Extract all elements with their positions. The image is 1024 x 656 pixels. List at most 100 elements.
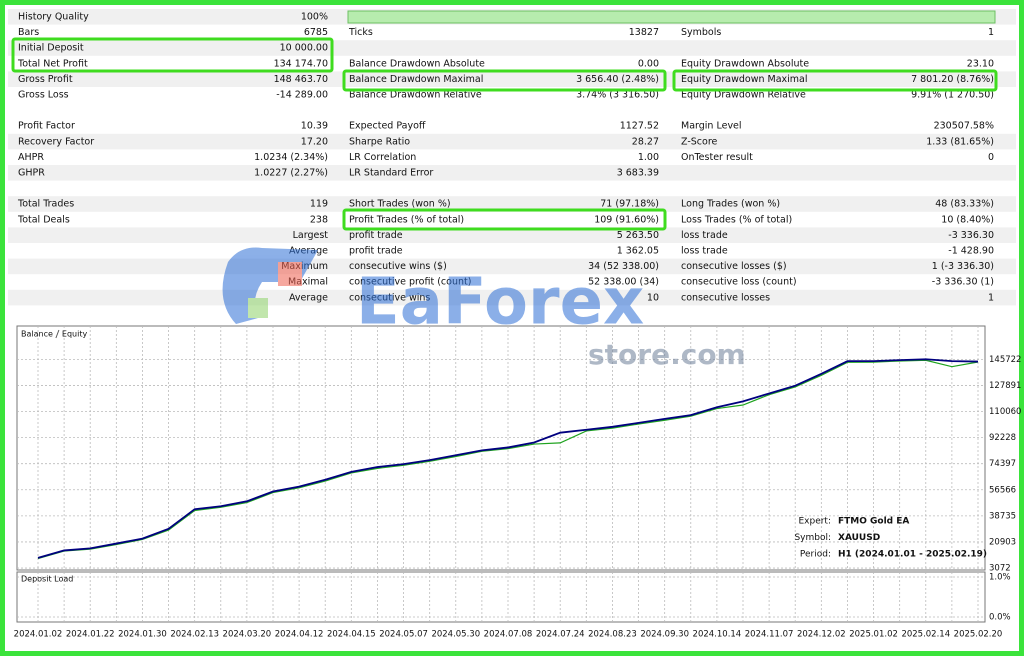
x-tick-label: 2024.09.30 [640,630,689,640]
x-tick-label: 2024.10.14 [693,630,742,640]
row-value: 13827 [629,27,659,38]
row-value: 10 (8.40%) [941,214,994,225]
row-value: 3.74% (3 316.50) [576,90,659,101]
series-line [37,358,979,559]
row-label: loss trade [681,246,728,257]
row-label: Equity Drawdown Absolute [681,58,809,69]
row-value: 1 [988,292,994,303]
row-label: Profit Factor [18,121,75,132]
y-tick-label: 145722 [989,355,1021,365]
watermark-brand: EaForex [356,266,644,340]
row-value: 1 (-3 336.30) [932,261,994,272]
row-label: Total Net Profit [17,58,88,69]
row-label: Margin Level [681,121,742,132]
row-label: Maximal [288,277,328,288]
y-tick-label: 56566 [989,485,1016,495]
x-tick-label: 2024.02.13 [170,630,219,640]
row-value: 1.33 (81.65%) [926,136,994,147]
row-label: Balance Drawdown Absolute [349,58,485,69]
info-label: Period: [800,550,831,560]
row-value: 23.10 [967,58,994,69]
row-value: 1127.52 [620,121,659,132]
balance-chart: 3072 20903 38735 56566 74397 92228 110060 12789… [14,325,1021,640]
row-value: 230507.58% [934,121,994,132]
row-value: -3 336.30 (1) [932,277,994,288]
row-label: Total Trades [17,199,74,210]
row-value: -3 336.30 [948,230,994,241]
row-label: Equity Drawdown Maximal [681,74,808,85]
row-value: -1 428.90 [948,246,994,257]
row-value: 100% [301,12,328,23]
row-value: 48 (83.33%) [935,199,994,210]
row-label: Average [289,292,328,303]
y-tick-label: 74397 [989,459,1016,469]
row-value: 3 656.40 (2.48%) [576,74,659,85]
row-label: consecutive wins [349,292,430,303]
row-value: 1.0227 (2.27%) [254,168,328,179]
y-tick-label: 3072 [989,564,1011,574]
row-label: Z-Score [681,136,718,147]
row-band [8,227,1016,243]
row-label: Symbols [681,27,721,38]
info-label: Symbol: [794,533,831,543]
row-value: 1 [988,27,994,38]
row-label: Loss Trades (% of total) [681,214,792,225]
row-value: 10 [647,292,659,303]
row-label: OnTester result [681,152,753,163]
x-tick-label: 2024.05.30 [431,630,480,640]
row-label: Equity Drawdown Relative [681,90,806,101]
row-label: LR Standard Error [349,168,433,179]
y-tick-label: 0.0% [989,613,1011,623]
row-label: GHPR [18,168,45,179]
watermark-domain: store.com [588,338,746,371]
panel-title: Deposit Load [21,575,73,584]
row-value: 6785 [304,27,328,38]
row-value: 109 (91.60%) [594,214,659,225]
row-label: Gross Loss [18,90,69,101]
row-label: Total Deals [17,214,70,225]
row-value: 134 174.70 [274,58,328,69]
legend-entry: Balance [21,330,53,339]
row-label: profit trade [349,246,403,257]
row-label: consecutive losses ($) [681,261,787,272]
row-label: Largest [293,230,329,241]
row-value: 0 [988,152,994,163]
row-value: 7 801.20 (8.76%) [911,74,994,85]
x-tick-label: 2024.08.23 [588,630,637,640]
row-value: 1.0234 (2.34%) [254,152,328,163]
y-tick-label: 110060 [989,407,1021,417]
x-tick-label: 2024.04.15 [327,630,376,640]
row-label: Balance Drawdown Relative [349,90,482,101]
row-label: Profit Trades (% of total) [349,214,464,225]
row-label: Long Trades (won %) [681,199,780,210]
row-value: 1 362.05 [617,246,659,257]
row-label: Recovery Factor [18,136,94,147]
info-value: FTMO Gold EA [838,517,909,527]
info-label: Expert: [798,517,831,527]
row-label: consecutive wins ($) [349,261,447,272]
row-label: loss trade [681,230,728,241]
row-value: 10 000.00 [280,43,328,54]
x-tick-label: 2024.07.24 [536,630,585,640]
row-band [8,40,1016,56]
row-label: profit trade [349,230,403,241]
logo-square [248,298,268,318]
row-value: -14 289.00 [276,90,328,101]
row-value: 17.20 [301,136,328,147]
row-value: 3 683.39 [617,168,659,179]
y-tick-label: 1.0% [989,573,1011,583]
highlight-box [11,37,334,73]
row-value: 28.27 [632,136,659,147]
x-tick-label: 2025.01.02 [849,630,898,640]
x-tick-label: 2024.11.07 [745,630,794,640]
x-tick-label: 2024.05.07 [379,630,428,640]
x-tick-label: 2024.12.02 [797,630,846,640]
y-tick-label: 38735 [989,511,1016,521]
row-value: 10.39 [301,121,328,132]
row-label: AHPR [18,152,44,163]
row-label: Balance Drawdown Maximal [349,74,483,85]
legend-separator [55,329,60,339]
row-label: Bars [18,27,39,38]
